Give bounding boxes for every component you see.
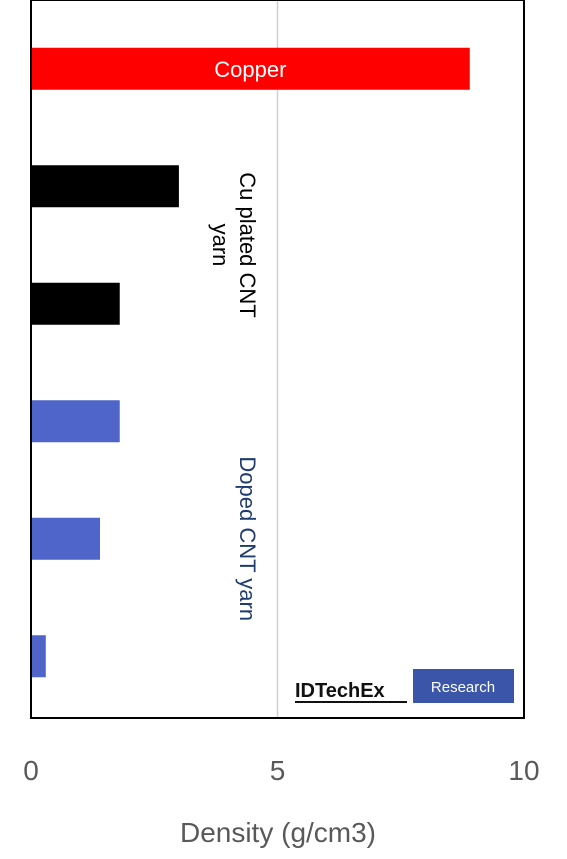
bar-0 [31,47,470,90]
bar-2 [31,282,120,325]
logo-research-text: Research [431,679,495,696]
group-label-0-line-0: Cu plated CNT [235,172,260,318]
x-axis-title: Density (g/cm3) [180,817,376,848]
bars: Copper [31,47,470,678]
logo-underline [295,701,407,703]
bar-label-0: Copper [214,57,286,82]
logo-brand: IDTechEx [295,680,385,702]
bar-3 [31,400,120,443]
group-label-1: Doped CNT yarn [235,456,260,621]
bar-4 [31,517,101,560]
x-axis-ticks: 0 5 10 [23,755,539,786]
group-label-0-line-1: yarn [208,224,233,267]
x-tick-0: 0 [23,755,39,786]
bar-5 [31,635,46,678]
plot-frame [30,0,525,719]
bar-1 [31,165,179,208]
x-tick-1: 5 [270,755,286,786]
x-tick-2: 10 [508,755,539,786]
group-label-1-line-0: Doped CNT yarn [235,456,260,621]
logo-research-box [413,669,514,703]
idtechex-logo: IDTechEx Research [295,669,514,703]
